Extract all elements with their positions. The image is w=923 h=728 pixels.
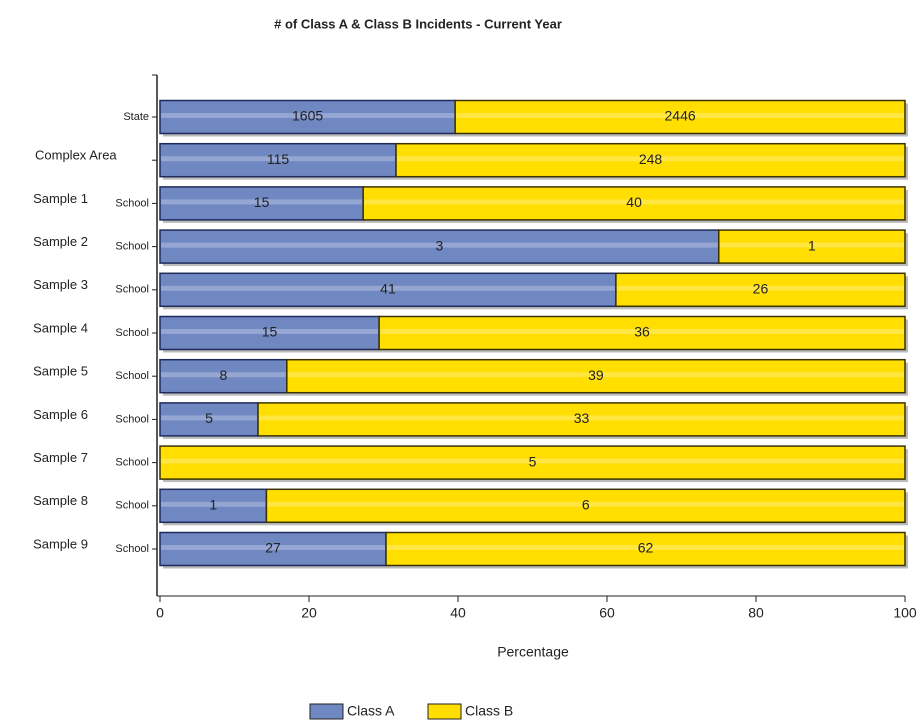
bar-highlight — [161, 501, 266, 507]
bar-highlight — [387, 545, 904, 550]
bar-highlight — [161, 415, 258, 421]
bar-segment — [159, 229, 720, 264]
bar-highlight — [364, 199, 904, 205]
group-label: Complex Area — [35, 148, 117, 163]
x-tick-label: 60 — [599, 605, 615, 621]
group-label: Sample 2 — [33, 234, 88, 249]
data-label: 5 — [529, 453, 537, 469]
data-label: 40 — [626, 194, 642, 210]
group-label: Sample 7 — [33, 450, 88, 465]
group-label: Sample 4 — [33, 320, 88, 335]
bar-highlight — [259, 415, 904, 421]
bar-highlight — [397, 156, 904, 162]
bar-segment — [286, 358, 906, 394]
data-label: 6 — [582, 497, 590, 513]
bar-segment — [159, 488, 268, 524]
data-label: 41 — [380, 281, 396, 297]
data-label: 115 — [267, 151, 290, 167]
group-label: Sample 8 — [33, 493, 88, 508]
bar-segment — [159, 402, 259, 437]
bar-highlight — [616, 285, 904, 291]
bar-highlight — [161, 372, 286, 378]
y-tick-label: School — [115, 413, 149, 425]
chart-title: # of Class A & Class B Incidents - Curre… — [274, 16, 562, 31]
y-tick-label: State — [123, 111, 149, 123]
y-tick-label: School — [115, 197, 149, 209]
y-tick-label: School — [115, 284, 149, 296]
bar-segment — [159, 445, 906, 480]
group-label: Sample 9 — [33, 536, 88, 551]
bar-highlight — [161, 199, 363, 205]
x-axis-label: Percentage — [497, 644, 569, 660]
bar-segment — [159, 186, 364, 221]
legend-swatch — [309, 703, 344, 720]
data-label: 26 — [753, 281, 769, 297]
data-label: 5 — [205, 410, 213, 426]
legend-swatch — [427, 703, 462, 720]
y-tick-label: School — [115, 370, 149, 382]
data-label: 1 — [209, 497, 217, 513]
bar-highlight — [161, 545, 386, 550]
group-label: Sample 3 — [33, 277, 88, 292]
bar-highlight — [161, 156, 396, 162]
data-label: 15 — [254, 194, 270, 210]
legend-label: Class B — [465, 703, 513, 719]
bar-highlight — [161, 329, 379, 334]
bar-highlight — [161, 285, 615, 291]
bar-highlight — [719, 242, 904, 248]
data-label: 1 — [808, 237, 816, 253]
y-tick-label: School — [115, 543, 149, 555]
data-label: 1605 — [292, 108, 323, 124]
y-tick-label: School — [115, 327, 149, 339]
bar-segment — [454, 99, 906, 135]
bar-segment — [159, 272, 617, 308]
x-tick-label: 40 — [450, 605, 466, 621]
data-label: 33 — [574, 410, 590, 426]
bar-segment — [395, 142, 906, 178]
data-label: 62 — [638, 540, 654, 556]
bar-segment — [615, 272, 906, 308]
bar-highlight — [380, 329, 904, 334]
bar-segment — [265, 488, 906, 524]
data-label: 36 — [634, 324, 650, 340]
x-tick-label: 100 — [893, 605, 917, 621]
bar-highlight — [161, 242, 718, 248]
bar-highlight — [161, 458, 904, 464]
bar-segment — [378, 315, 906, 351]
bar-segment — [257, 402, 906, 437]
group-label: Sample 1 — [33, 191, 88, 206]
bar-segment — [159, 358, 288, 394]
y-tick-label: School — [115, 457, 149, 469]
data-label: 15 — [262, 324, 278, 340]
data-label: 248 — [639, 151, 663, 167]
bar-segment — [362, 186, 906, 221]
bar-highlight — [456, 113, 904, 118]
bar-segment — [159, 531, 387, 567]
data-label: 8 — [220, 367, 228, 383]
bar-segment — [718, 229, 906, 264]
x-tick-label: 0 — [156, 605, 164, 621]
y-tick-label: School — [115, 500, 149, 512]
group-label: Sample 5 — [33, 364, 88, 379]
group-label: Sample 6 — [33, 407, 88, 422]
bar-highlight — [287, 372, 905, 378]
x-tick-label: 20 — [301, 605, 317, 621]
data-label: 2446 — [665, 108, 696, 124]
legend-label: Class A — [347, 703, 395, 719]
bar-segment — [385, 531, 906, 567]
bar-highlight — [161, 113, 455, 118]
x-tick-label: 80 — [748, 605, 764, 621]
y-tick-label: School — [115, 241, 149, 253]
bar-segment — [159, 142, 397, 178]
data-label: 27 — [265, 540, 281, 556]
data-label: 3 — [435, 237, 443, 253]
bar-highlight — [267, 501, 904, 507]
data-label: 39 — [588, 367, 604, 383]
